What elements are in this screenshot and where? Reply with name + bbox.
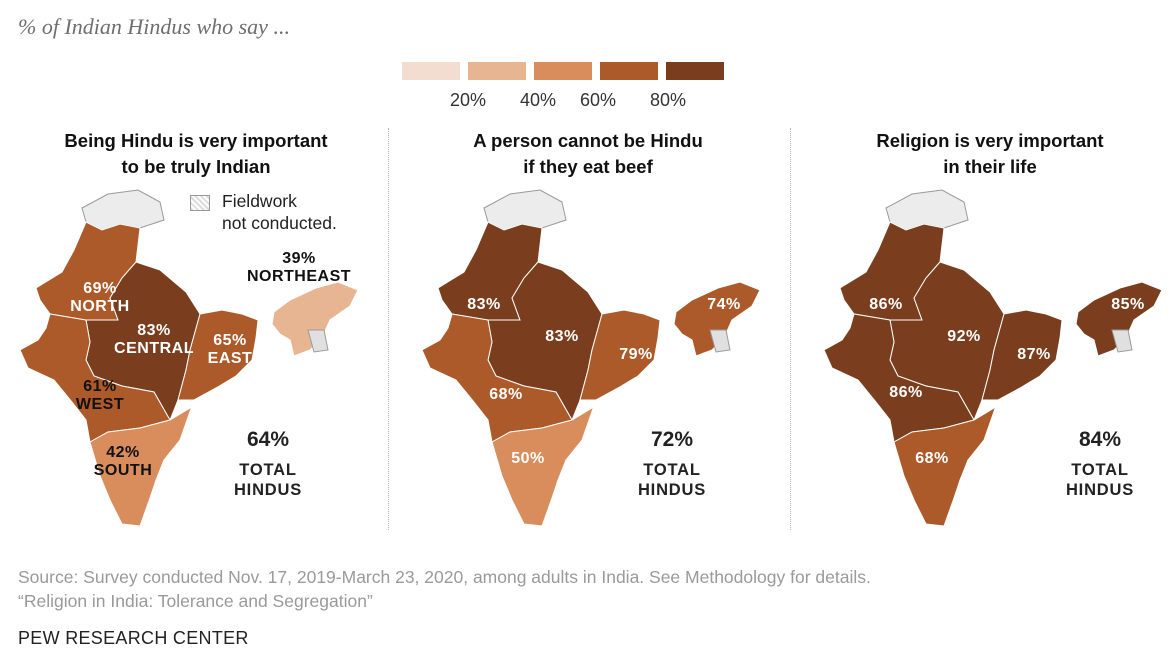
- label-central-pct: 83%: [137, 322, 171, 339]
- label-east-pct: 65%: [213, 332, 247, 349]
- legend-swatch-1: [402, 62, 460, 80]
- region-south: [89, 399, 195, 527]
- label-central: 83% CENTRAL: [108, 322, 200, 358]
- label-west: 68%: [489, 386, 523, 403]
- label-northeast: 39% NORTHEAST: [236, 250, 362, 286]
- region-northeast: [1075, 281, 1163, 357]
- label-central: 83%: [545, 328, 579, 345]
- total-pct: 64%: [246, 428, 290, 451]
- label-north-pct: 69%: [83, 280, 117, 297]
- panel-title-line1: Religion is very important: [876, 130, 1104, 151]
- total-caption-line2: HINDUS: [233, 481, 303, 499]
- hatch-swatch-icon: [190, 195, 210, 211]
- total-hindus: 64% TOTAL HINDUS: [216, 428, 320, 500]
- panel-title: Religion is very important in their life: [794, 128, 1176, 180]
- label-south: 42% SOUTH: [88, 444, 158, 480]
- panel-hindu-important-indian: Being Hindu is very important to be trul…: [0, 0, 392, 540]
- label-west: 61% WEST: [70, 378, 130, 414]
- legend-swatch-4: [600, 62, 658, 80]
- region-kashmir-unsurveyed: [885, 189, 969, 231]
- total-caption-line1: TOTAL: [1071, 461, 1129, 479]
- chart-subtitle: % of Indian Hindus who say ...: [18, 14, 290, 39]
- panel-title-line2: to be truly Indian: [121, 156, 271, 177]
- label-south-pct: 42%: [106, 444, 140, 461]
- total-caption-line2: HINDUS: [1065, 481, 1135, 499]
- label-east-name: EAST: [207, 350, 253, 367]
- panel-title: Being Hindu is very important to be trul…: [0, 128, 392, 180]
- label-north: 83%: [467, 296, 501, 313]
- source-note: Source: Survey conducted Nov. 17, 2019-M…: [18, 565, 871, 613]
- panel-title-line1: A person cannot be Hindu: [473, 130, 703, 151]
- legend-swatch-2: [468, 62, 526, 80]
- label-west-pct: 61%: [83, 378, 117, 395]
- label-northeast-pct: 39%: [282, 250, 316, 267]
- label-central-name: CENTRAL: [114, 340, 194, 357]
- label-west: 86%: [889, 384, 923, 401]
- label-south: 68%: [915, 450, 949, 467]
- region-south: [491, 399, 597, 527]
- label-east: 79%: [619, 346, 653, 363]
- label-northeast: 85%: [1111, 296, 1145, 313]
- label-south: 50%: [511, 450, 545, 467]
- pew-research-center-logo: PEW RESEARCH CENTER: [18, 628, 249, 648]
- legend-swatch-5: [666, 62, 724, 80]
- region-bangladesh: [709, 329, 731, 353]
- region-nepal-gap: [160, 270, 242, 314]
- panel-title-line1: Being Hindu is very important: [64, 130, 328, 151]
- fieldwork-note-line1: Fieldwork: [222, 191, 297, 211]
- legend-tick-20: 20%: [450, 90, 487, 110]
- legend-tick-80: 80%: [650, 90, 687, 110]
- total-caption-line2: HINDUS: [637, 481, 707, 499]
- label-central: 92%: [947, 328, 981, 345]
- label-west-name: WEST: [75, 396, 125, 413]
- legend-tick-60: 60%: [580, 90, 617, 110]
- region-bangladesh: [1111, 329, 1133, 353]
- source-line1: Source: Survey conducted Nov. 17, 2019-M…: [18, 567, 871, 587]
- india-map: [421, 189, 761, 527]
- label-northeast: 74%: [707, 296, 741, 313]
- region-northeast: [673, 281, 761, 357]
- region-northeast: [271, 281, 359, 357]
- label-east: 65% EAST: [200, 332, 260, 368]
- panel-title-line2: in their life: [943, 156, 1037, 177]
- legend-tick-40: 40%: [520, 90, 557, 110]
- total-pct: 84%: [1078, 428, 1122, 451]
- total-hindus: 72% TOTAL HINDUS: [620, 428, 724, 500]
- label-north: 69% NORTH: [62, 280, 138, 316]
- total-caption-line1: TOTAL: [239, 461, 297, 479]
- label-north: 86%: [869, 296, 903, 313]
- panel-divider-2: [790, 128, 791, 530]
- panel-divider-1: [388, 128, 389, 530]
- region-bangladesh: [307, 329, 329, 353]
- total-hindus: 84% TOTAL HINDUS: [1048, 428, 1152, 500]
- legend-swatch-3: [534, 62, 592, 80]
- panel-title: A person cannot be Hindu if they eat bee…: [392, 128, 784, 180]
- panel-beef: A person cannot be Hindu if they eat bee…: [392, 0, 784, 540]
- region-nepal-gap: [562, 270, 644, 314]
- total-pct: 72%: [650, 428, 694, 451]
- label-south-name: SOUTH: [93, 462, 153, 479]
- label-east: 87%: [1017, 346, 1051, 363]
- region-nepal-gap: [964, 270, 1046, 314]
- panel-religion-important: Religion is very important in their life…: [794, 0, 1176, 540]
- source-line2: “Religion in India: Tolerance and Segreg…: [18, 591, 373, 611]
- region-kashmir-unsurveyed: [483, 189, 567, 231]
- fieldwork-note-line2: not conducted.: [222, 213, 337, 233]
- label-north-name: NORTH: [70, 298, 130, 315]
- india-map: [19, 189, 359, 527]
- region-south: [893, 399, 999, 527]
- panel-title-line2: if they eat beef: [523, 156, 653, 177]
- total-caption-line1: TOTAL: [643, 461, 701, 479]
- india-map: [823, 189, 1163, 527]
- label-northeast-name: NORTHEAST: [246, 268, 352, 285]
- region-kashmir-unsurveyed: [81, 189, 165, 231]
